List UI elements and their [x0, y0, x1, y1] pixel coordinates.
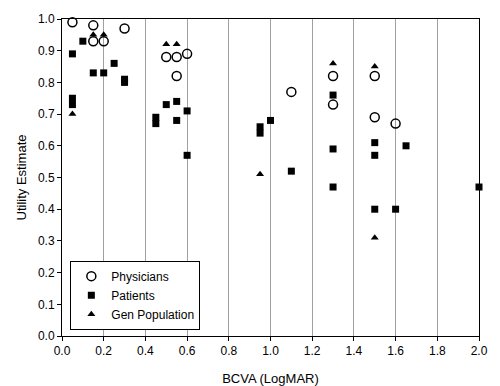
svg-text:1.4: 1.4	[346, 344, 363, 358]
svg-text:1.8: 1.8	[429, 344, 446, 358]
svg-text:BCVA (LogMAR): BCVA (LogMAR)	[222, 371, 319, 386]
svg-text:1.6: 1.6	[387, 344, 404, 358]
svg-text:0.7: 0.7	[38, 107, 55, 121]
svg-text:1.2: 1.2	[304, 344, 321, 358]
svg-text:Patients: Patients	[111, 289, 154, 303]
svg-text:0.6: 0.6	[38, 139, 55, 153]
svg-text:Utility Estimate: Utility Estimate	[14, 135, 29, 221]
svg-text:0.4: 0.4	[137, 344, 154, 358]
svg-text:1.0: 1.0	[38, 12, 55, 26]
svg-text:0.8: 0.8	[38, 76, 55, 90]
svg-text:0.6: 0.6	[179, 344, 196, 358]
svg-text:1.0: 1.0	[262, 344, 279, 358]
svg-text:0.3: 0.3	[38, 234, 55, 248]
svg-text:0.8: 0.8	[220, 344, 237, 358]
svg-text:0.9: 0.9	[38, 44, 55, 58]
svg-text:Physicians: Physicians	[111, 270, 168, 284]
svg-text:0.0: 0.0	[54, 344, 71, 358]
svg-text:0.2: 0.2	[95, 344, 112, 358]
svg-text:Gen Population: Gen Population	[111, 308, 194, 322]
svg-text:0.0: 0.0	[38, 329, 55, 343]
svg-text:0.2: 0.2	[38, 266, 55, 280]
svg-text:0.5: 0.5	[38, 171, 55, 185]
svg-text:0.4: 0.4	[38, 202, 55, 216]
svg-text:0.1: 0.1	[38, 298, 55, 312]
svg-text:2.0: 2.0	[471, 344, 488, 358]
